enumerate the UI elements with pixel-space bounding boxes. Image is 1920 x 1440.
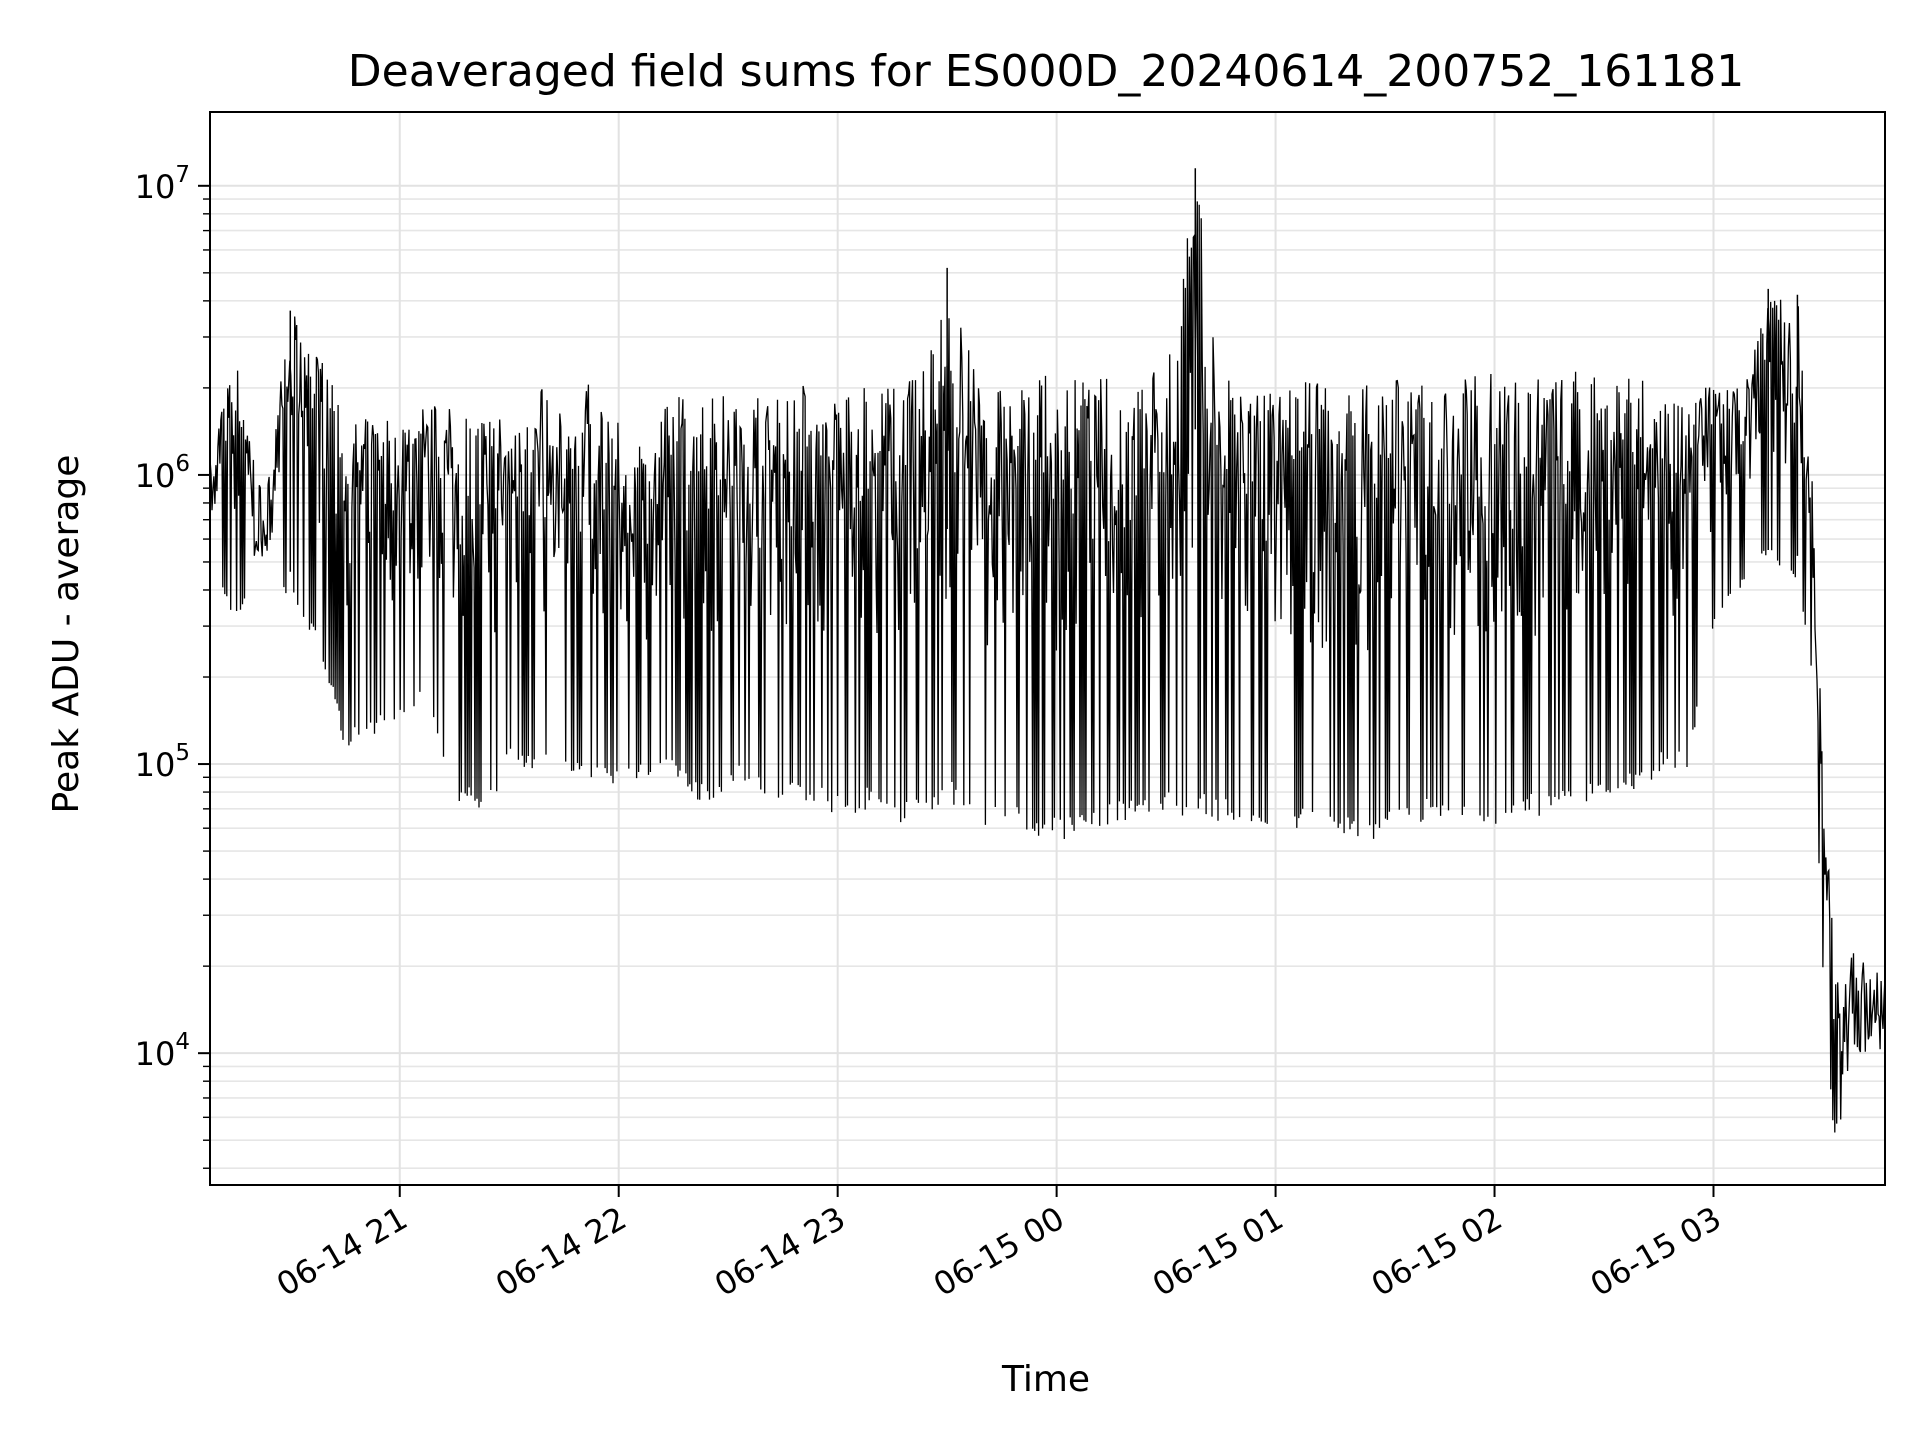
y-tick-label: 104 bbox=[135, 1029, 190, 1073]
series-line bbox=[209, 201, 1886, 1133]
y-tick-label: 106 bbox=[135, 451, 190, 495]
y-axis: 104 105 106 107 bbox=[135, 162, 210, 1073]
x-axis-title: Time bbox=[1001, 1359, 1090, 1400]
plot-area-frame bbox=[209, 111, 1886, 1186]
y-tick-label: 105 bbox=[135, 740, 190, 784]
y-tick-label: 107 bbox=[135, 162, 190, 206]
series-layer bbox=[209, 168, 1886, 1133]
chart-title: Deaveraged field sums for ES000D_2024061… bbox=[348, 46, 1744, 97]
y-axis-title: Peak ADU - average bbox=[46, 455, 87, 814]
